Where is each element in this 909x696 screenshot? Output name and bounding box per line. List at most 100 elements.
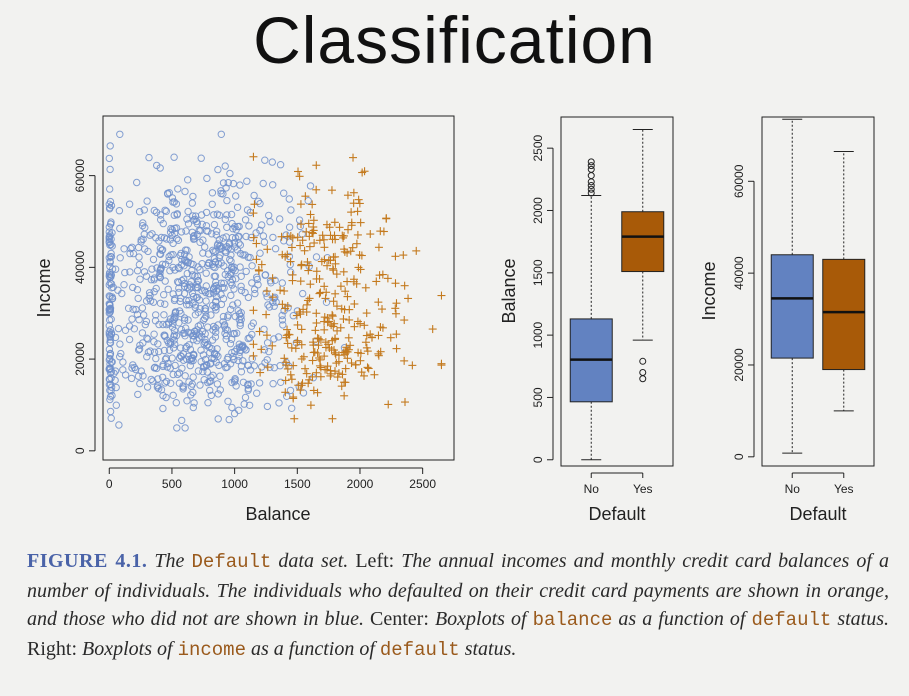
scatter-point-no-default: [199, 367, 207, 376]
scatter-point-default: [286, 231, 295, 240]
scatter-point-no-default: [256, 199, 264, 208]
scatter-point-no-default: [269, 380, 277, 388]
scatter-point-no-default: [116, 340, 124, 348]
scatter-point-default: [263, 363, 272, 372]
scatter-point-no-default: [277, 378, 285, 386]
scatter-point-no-default: [140, 311, 148, 319]
scatter-x-tick-label: 1000: [221, 477, 248, 491]
scatter-point-default: [298, 236, 307, 245]
scatter-point-default: [304, 219, 313, 228]
scatter-point-default: [283, 325, 292, 334]
box-y-tick-label: 40000: [732, 256, 746, 290]
scatter-points: [105, 130, 446, 432]
scatter-point-no-default: [106, 220, 115, 228]
scatter-point-no-default: [166, 267, 174, 275]
caption-text: status.: [459, 637, 517, 660]
scatter-point-no-default: [144, 247, 152, 256]
scatter-point-default: [333, 326, 342, 335]
scatter-point-no-default: [212, 247, 220, 256]
caption-text: as a function of: [245, 637, 380, 660]
scatter-point-default: [327, 186, 336, 195]
scatter-point-default: [249, 306, 258, 315]
scatter-point-default: [404, 294, 413, 303]
scatter-point-no-default: [197, 346, 205, 354]
scatter-point-no-default: [107, 201, 116, 210]
scatter-point-no-default: [185, 296, 193, 305]
scatter-point-no-default: [214, 415, 222, 423]
box-outlier: [639, 357, 647, 365]
scatter-point-default: [341, 347, 350, 356]
box-y-tick-label: 1000: [531, 321, 545, 348]
scatter-point-no-default: [128, 315, 136, 323]
scatter-point-no-default: [106, 253, 115, 261]
box-iqr: [770, 254, 814, 359]
scatter-point-default: [303, 257, 312, 266]
scatter-point-no-default: [232, 382, 240, 390]
scatter-point-no-default: [208, 189, 217, 197]
scatter-point-no-default: [269, 181, 277, 189]
scatter-point-no-default: [181, 246, 190, 254]
scatter-point-default: [337, 382, 346, 391]
scatter-point-no-default: [182, 324, 190, 332]
scatter-point-no-default: [152, 234, 160, 242]
scatter-point-default: [306, 401, 315, 410]
box-x-tick-label: No: [785, 482, 801, 496]
scatter-point-no-default: [214, 285, 222, 293]
scatter-point-no-default: [107, 271, 115, 279]
scatter-point-no-default: [188, 199, 197, 207]
scatter-y-tick-label: 60000: [73, 159, 87, 193]
scatter-point-no-default: [214, 165, 222, 174]
scatter-point-no-default: [144, 335, 152, 343]
scatter-point-no-default: [117, 349, 125, 358]
scatter-point-no-default: [164, 285, 172, 293]
scatter-point-default: [296, 200, 305, 209]
scatter-point-no-default: [125, 200, 134, 208]
scatter-point-no-default: [226, 340, 235, 348]
scatter-point-default: [351, 360, 360, 369]
scatter-y-tick-label: 40000: [73, 250, 87, 284]
scatter-x-tick-label: 500: [162, 477, 182, 491]
scatter-point-no-default: [145, 153, 153, 162]
scatter-point-default: [287, 243, 296, 252]
scatter-point-no-default: [135, 316, 143, 324]
scatter-point-no-default: [134, 390, 142, 399]
scatter-point-no-default: [175, 284, 183, 292]
scatter-point-default: [378, 305, 387, 314]
scatter-point-no-default: [237, 282, 245, 290]
scatter-point-no-default: [168, 323, 177, 331]
scatter-point-default: [376, 347, 385, 356]
scatter-point-no-default: [157, 216, 165, 224]
scatter-point-no-default: [187, 283, 195, 291]
scatter-point-default: [262, 310, 271, 319]
scatter-point-default: [329, 297, 338, 306]
scatter-point-no-default: [261, 156, 269, 164]
scatter-point-no-default: [137, 238, 145, 246]
scatter-point-default: [437, 291, 446, 300]
scatter-point-no-default: [134, 372, 143, 380]
scatter-point-no-default: [231, 267, 239, 275]
scatter-point-no-default: [106, 204, 114, 212]
scatter-point-no-default: [217, 259, 225, 267]
scatter-x-tick-label: 2000: [347, 477, 374, 491]
scatter-point-no-default: [234, 222, 242, 231]
scatter-point-no-default: [107, 249, 115, 258]
scatter-point-no-default: [152, 311, 160, 319]
scatter-point-no-default: [152, 364, 161, 373]
scatter-point-no-default: [210, 220, 219, 229]
scatter-point-no-default: [132, 305, 140, 314]
scatter-point-no-default: [242, 232, 250, 241]
scatter-point-default: [308, 200, 317, 209]
scatter-point-no-default: [202, 282, 211, 290]
box-y-tick-label: 2000: [531, 197, 545, 224]
scatter-point-default: [249, 351, 258, 360]
scatter-point-no-default: [164, 359, 172, 368]
scatter-point-no-default: [231, 234, 240, 242]
scatter-point-default: [308, 372, 317, 381]
caption-text: Boxplots of: [428, 608, 533, 630]
scatter-point-default: [350, 322, 359, 331]
scatter-point-no-default: [135, 253, 143, 261]
scatter-point-no-default: [274, 333, 283, 341]
scatter-point-no-default: [187, 357, 195, 365]
scatter-point-no-default: [139, 219, 147, 227]
scatter-point-no-default: [227, 278, 235, 287]
